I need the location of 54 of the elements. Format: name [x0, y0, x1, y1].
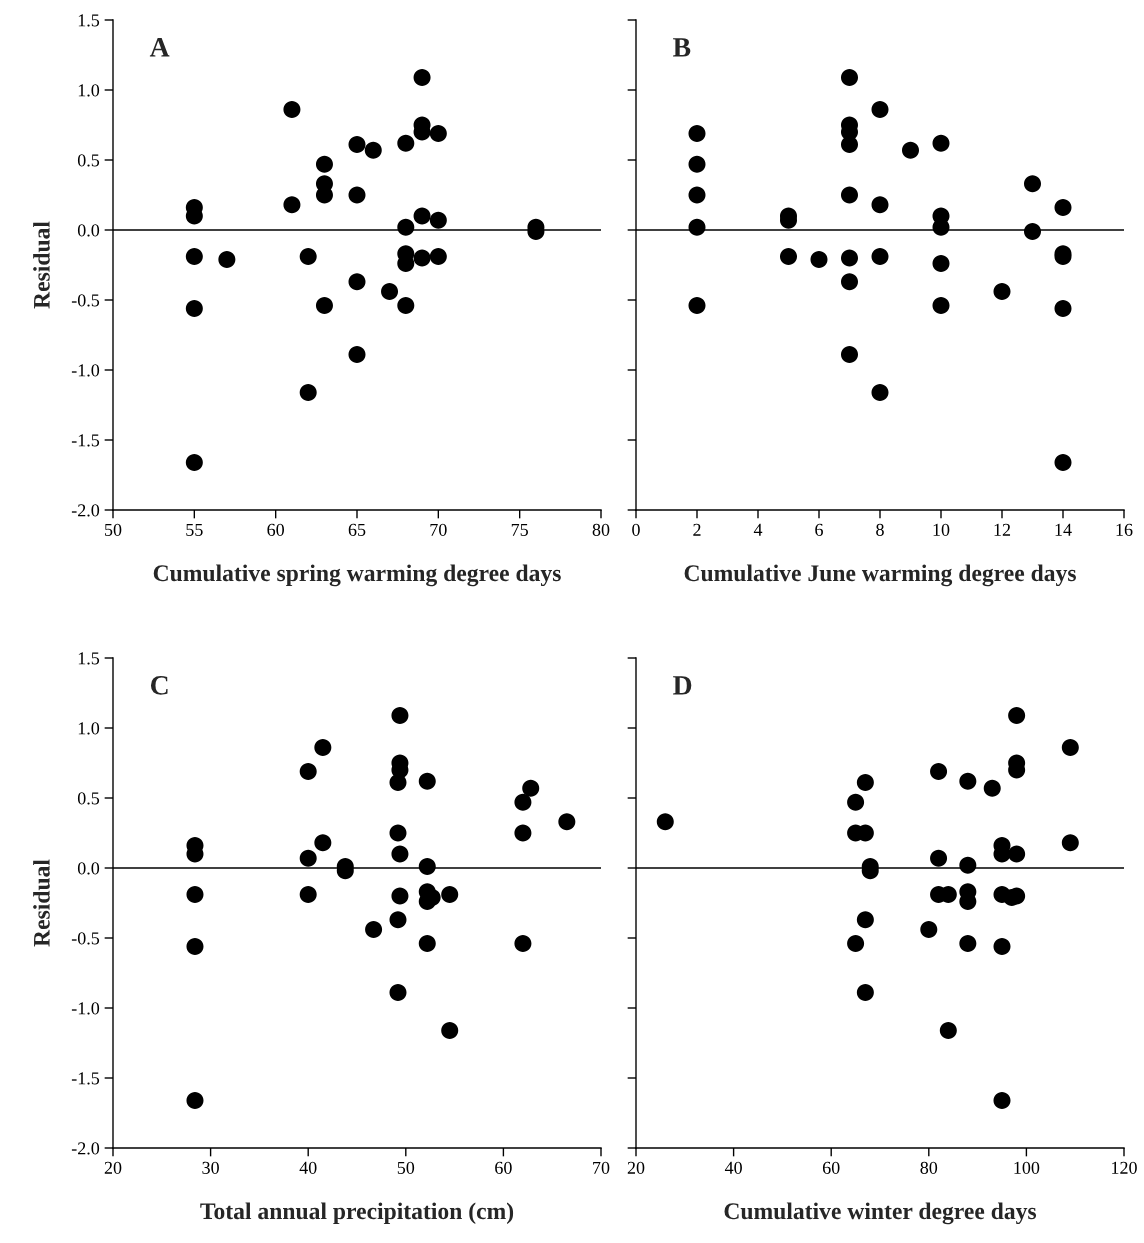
y-tick-label: 1.0: [78, 84, 100, 97]
y-tick-label: 0.5: [77, 792, 100, 805]
x-tick-label: 30: [202, 1161, 219, 1174]
y-tick-label: -0.5: [71, 932, 100, 945]
x-axis-title: Cumulative June warming degree days: [684, 564, 1076, 587]
y-tick-label: 0.5: [77, 154, 100, 167]
x-tick-label: 12: [994, 523, 1011, 536]
y-tick-label: -1.0: [71, 1002, 100, 1015]
x-tick-label: 55: [186, 523, 203, 536]
y-tick-label: -0.5: [71, 294, 100, 307]
x-tick-label: 4: [753, 523, 763, 536]
y-tick-label: 1.5: [78, 14, 100, 27]
x-tick-label: 75: [511, 523, 528, 536]
x-tick-label: 40: [299, 1161, 317, 1174]
x-tick-label: 8: [876, 523, 884, 536]
y-axis-title: Residual: [33, 859, 50, 947]
x-tick-label: 50: [105, 523, 122, 536]
x-axis-title: Cumulative winter degree days: [724, 1202, 1037, 1225]
y-tick-label: -2.0: [71, 1142, 100, 1155]
y-tick-label: 1.5: [78, 652, 100, 665]
y-tick-label: -1.5: [71, 434, 100, 447]
x-tick-label: 6: [815, 523, 823, 536]
x-tick-label: 2: [693, 523, 701, 536]
y-tick-label: -2.0: [71, 504, 100, 517]
annotation: B: [673, 38, 691, 57]
annotation: C: [150, 676, 168, 695]
y-tick-label: 1.0: [78, 722, 100, 735]
x-tick-label: 60: [822, 1161, 840, 1174]
x-tick-label: 50: [397, 1161, 415, 1174]
x-axis-title: Total annual precipitation (cm): [200, 1202, 514, 1224]
x-tick-label: 80: [592, 523, 610, 536]
x-tick-label: 65: [348, 523, 366, 536]
y-tick-label: -1.0: [71, 364, 100, 377]
y-tick-label: -1.5: [71, 1072, 100, 1085]
y-axis-title: Residual: [33, 221, 50, 309]
x-tick-label: 40: [724, 1161, 742, 1174]
x-tick-label: 70: [430, 523, 447, 536]
annotation: D: [673, 676, 692, 695]
x-tick-label: 100: [1014, 1161, 1040, 1174]
annotation: A: [149, 38, 170, 57]
x-tick-label: 20: [104, 1161, 122, 1174]
x-tick-label: 20: [627, 1161, 645, 1174]
x-tick-label: 60: [495, 1161, 512, 1174]
x-tick-label: 10: [933, 523, 950, 536]
x-tick-label: 70: [593, 1161, 610, 1174]
y-tick-label: 0.0: [77, 224, 100, 237]
x-tick-label: 0: [632, 523, 640, 536]
x-tick-label: 60: [267, 523, 285, 536]
x-tick-label: 16: [1116, 523, 1133, 536]
x-axis-title: Cumulative spring warming degree days: [153, 564, 561, 587]
x-tick-label: 80: [920, 1161, 938, 1174]
x-tick-label: 14: [1055, 523, 1072, 536]
y-tick-label: 0.0: [77, 862, 100, 875]
x-tick-label: 120: [1112, 1161, 1137, 1174]
